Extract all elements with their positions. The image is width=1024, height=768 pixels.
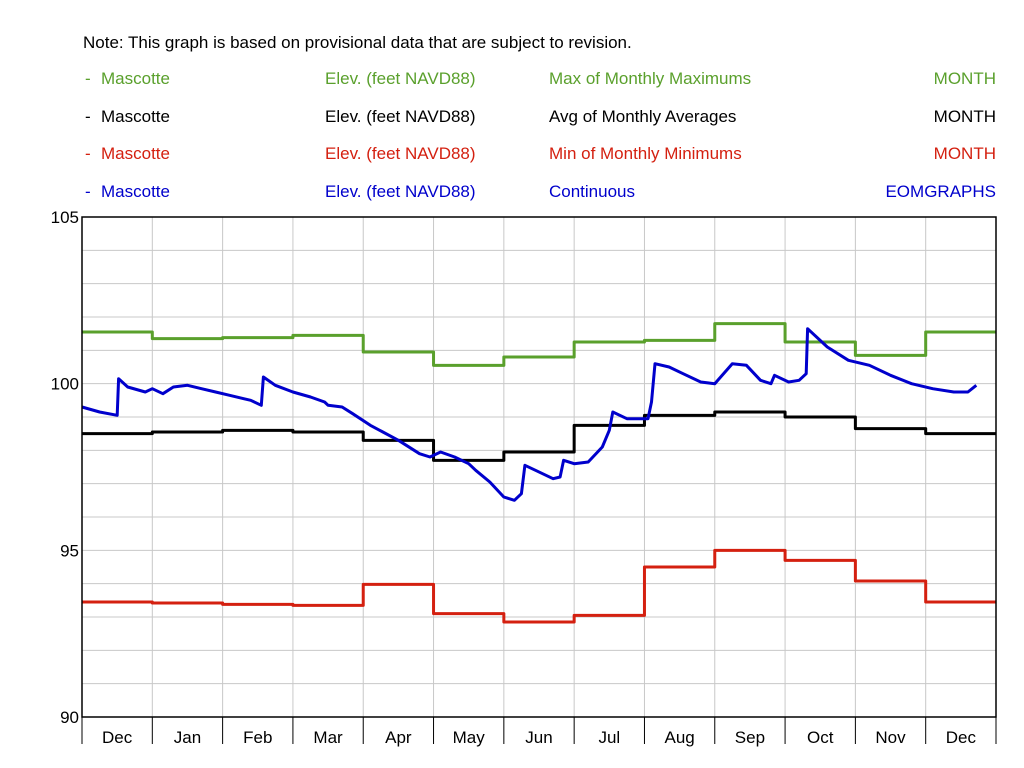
x-tick-label: Dec [946, 728, 977, 747]
legend-param: Elev. (feet NAVD88) [325, 107, 476, 126]
legend-stat: Continuous [549, 182, 635, 201]
legend-marker: - [85, 69, 91, 88]
x-tick-label: Sep [735, 728, 765, 747]
legend-period: MONTH [934, 144, 996, 163]
legend-stat: Avg of Monthly Averages [549, 107, 736, 126]
legend: - Mascotte Elev. (feet NAVD88) Max of Mo… [85, 69, 996, 201]
legend-param: Elev. (feet NAVD88) [325, 144, 476, 163]
x-tick-label: May [453, 728, 486, 747]
legend-marker: - [85, 144, 91, 163]
legend-period: MONTH [934, 107, 996, 126]
legend-row-min: - Mascotte Elev. (feet NAVD88) Min of Mo… [85, 144, 996, 163]
x-tick-label: Aug [664, 728, 694, 747]
legend-site: Mascotte [101, 69, 170, 88]
legend-marker: - [85, 182, 91, 201]
series-line-continuous [81, 327, 978, 502]
x-tick-label: Dec [102, 728, 133, 747]
x-tick-label: Nov [875, 728, 906, 747]
y-axis: 90 95 100 105 [51, 208, 79, 727]
y-tick-label: 100 [51, 375, 79, 394]
provisional-note: Note: This graph is based on provisional… [83, 33, 632, 52]
x-tick-label: Apr [385, 728, 412, 747]
x-tick-label: Oct [807, 728, 834, 747]
x-tick-label: Jun [525, 728, 552, 747]
legend-marker: - [85, 107, 91, 126]
plot-frame [81, 216, 997, 718]
legend-period: MONTH [934, 69, 996, 88]
y-tick-label: 105 [51, 208, 79, 227]
legend-site: Mascotte [101, 144, 170, 163]
x-tick-label: Jul [598, 728, 620, 747]
legend-stat: Min of Monthly Minimums [549, 144, 742, 163]
grid [82, 217, 996, 717]
y-tick-label: 90 [60, 708, 79, 727]
legend-param: Elev. (feet NAVD88) [325, 69, 476, 88]
y-tick-label: 95 [60, 541, 79, 560]
legend-param: Elev. (feet NAVD88) [325, 182, 476, 201]
x-tick-label: Mar [313, 728, 343, 747]
x-tick-label: Jan [174, 728, 201, 747]
legend-row-avg: - Mascotte Elev. (feet NAVD88) Avg of Mo… [85, 107, 996, 126]
legend-site: Mascotte [101, 182, 170, 201]
series-line-avg-of-monthly-averages [82, 410, 996, 462]
series-line-max-of-monthly-maximums [82, 322, 996, 367]
legend-stat: Max of Monthly Maximums [549, 69, 751, 88]
series-line-min-of-monthly-minimums [82, 548, 996, 624]
legend-row-continuous: - Mascotte Elev. (feet NAVD88) Continuou… [85, 182, 996, 201]
legend-row-max: - Mascotte Elev. (feet NAVD88) Max of Mo… [85, 69, 996, 88]
x-axis: Dec Jan Feb Mar Apr May Jun Jul Aug Sep Oct Nov Dec [81, 717, 997, 747]
legend-period: EOMGRAPHS [885, 182, 996, 201]
x-tick-label: Feb [243, 728, 272, 747]
legend-site: Mascotte [101, 107, 170, 126]
series [81, 322, 996, 624]
